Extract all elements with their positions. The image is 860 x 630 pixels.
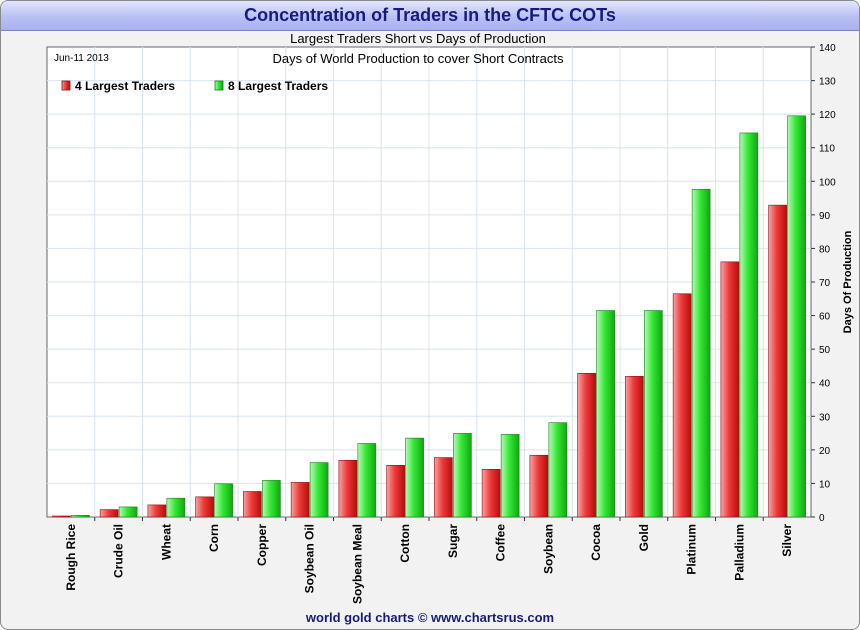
x-category-label: Sugar bbox=[446, 524, 460, 558]
x-category-label: Corn bbox=[207, 524, 221, 552]
chart-subtitle: Days of World Production to cover Short … bbox=[273, 51, 564, 66]
bar-8-largest-soybean-oil bbox=[309, 462, 329, 518]
legend-swatch-8-largest bbox=[214, 80, 224, 91]
legend-label-4-largest: 4 Largest Traders bbox=[75, 79, 175, 93]
bar-8-largest-gold bbox=[644, 310, 663, 518]
bar-8-largest-crude-oil bbox=[118, 506, 138, 518]
y-tick-label: 70 bbox=[819, 278, 831, 289]
y-axis-label: Days Of Production bbox=[842, 230, 854, 333]
bar-8-largest-copper bbox=[262, 480, 281, 518]
axes: 0 10 20 30 40 50 60 70 80 90 100 110 120 130 140 Rough … bbox=[64, 43, 836, 604]
x-category-label: Silver bbox=[780, 524, 794, 557]
y-tick-label: 60 bbox=[819, 312, 831, 323]
x-category-label: Coffee bbox=[494, 524, 508, 562]
bar-4-largest-soybean-meal bbox=[338, 459, 358, 518]
y-tick-label: 140 bbox=[819, 43, 836, 54]
bar-4-largest-soybean-oil bbox=[290, 482, 310, 518]
y-tick-label: 100 bbox=[819, 177, 836, 188]
legend-swatch-4-largest bbox=[61, 80, 71, 91]
x-category-label: Gold bbox=[637, 524, 651, 551]
bar-4-largest-silver bbox=[768, 204, 787, 518]
bar-4-largest-cocoa bbox=[577, 373, 596, 518]
bar-8-largest-palladium bbox=[739, 132, 759, 518]
bar-4-largest-cotton bbox=[386, 464, 405, 518]
y-tick-label: 10 bbox=[819, 479, 831, 490]
bar-8-largest-soybean bbox=[548, 422, 568, 518]
legend: 4 Largest Traders 8 Largest Traders bbox=[61, 79, 328, 93]
footer-credit: world gold charts © www.chartsrus.com bbox=[305, 610, 555, 625]
x-category-label: Soybean bbox=[541, 524, 555, 574]
bar-8-largest-corn bbox=[214, 483, 233, 518]
bar-8-largest-cocoa bbox=[596, 310, 615, 518]
y-tick-label: 20 bbox=[819, 446, 831, 457]
y-tick-label: 130 bbox=[819, 77, 836, 88]
y-tick-label: 80 bbox=[819, 244, 831, 255]
bar-8-largest-platinum bbox=[691, 189, 711, 518]
chart-title: Largest Traders Short vs Days of Product… bbox=[290, 31, 546, 46]
bar-8-largest-rough-rice bbox=[71, 515, 90, 518]
bar-4-largest-rough-rice bbox=[52, 515, 71, 518]
y-tick-label: 30 bbox=[819, 412, 831, 423]
x-category-label: Cocoa bbox=[589, 524, 603, 561]
y-tick-label: 40 bbox=[819, 379, 831, 390]
bar-8-largest-soybean-meal bbox=[357, 443, 377, 518]
y-tick-label: 50 bbox=[819, 345, 831, 356]
bar-8-largest-sugar bbox=[453, 433, 472, 518]
bar-8-largest-wheat bbox=[166, 497, 186, 518]
x-category-label: Copper bbox=[255, 524, 269, 566]
title-bar: Concentration of Traders in the CFTC COT… bbox=[1, 1, 859, 31]
bar-4-largest-sugar bbox=[434, 457, 453, 518]
main-title: Concentration of Traders in the CFTC COT… bbox=[244, 5, 616, 25]
x-category-label: Palladium bbox=[732, 524, 746, 581]
bar-4-largest-palladium bbox=[720, 261, 740, 518]
y-tick-label: 0 bbox=[819, 513, 825, 524]
bar-8-largest-silver bbox=[787, 115, 806, 518]
x-category-label: Platinum bbox=[685, 524, 699, 575]
bar-4-largest-coffee bbox=[481, 469, 501, 518]
x-category-label: Cotton bbox=[398, 524, 412, 563]
y-tick-label: 120 bbox=[819, 110, 836, 121]
x-category-label: Wheat bbox=[159, 524, 173, 560]
bar-4-largest-wheat bbox=[147, 504, 167, 518]
x-category-label: Soybean Oil bbox=[303, 524, 317, 593]
y-tick-label: 110 bbox=[819, 144, 835, 155]
date-label: Jun-11 2013 bbox=[54, 53, 109, 64]
bars bbox=[52, 115, 806, 518]
bar-4-largest-crude-oil bbox=[99, 509, 119, 518]
bar-8-largest-cotton bbox=[405, 437, 424, 518]
legend-label-8-largest: 8 Largest Traders bbox=[228, 79, 328, 93]
bar-4-largest-soybean bbox=[529, 454, 549, 518]
x-category-label: Rough Rice bbox=[64, 524, 78, 591]
y-tick-label: 90 bbox=[819, 211, 831, 222]
x-category-label: Soybean Meal bbox=[350, 524, 364, 604]
bar-4-largest-copper bbox=[243, 491, 262, 518]
bar-4-largest-gold bbox=[625, 376, 644, 518]
bar-4-largest-platinum bbox=[672, 293, 692, 518]
bar-4-largest-corn bbox=[195, 496, 214, 518]
bar-8-largest-coffee bbox=[500, 434, 520, 518]
x-category-label: Crude Oil bbox=[112, 524, 126, 578]
